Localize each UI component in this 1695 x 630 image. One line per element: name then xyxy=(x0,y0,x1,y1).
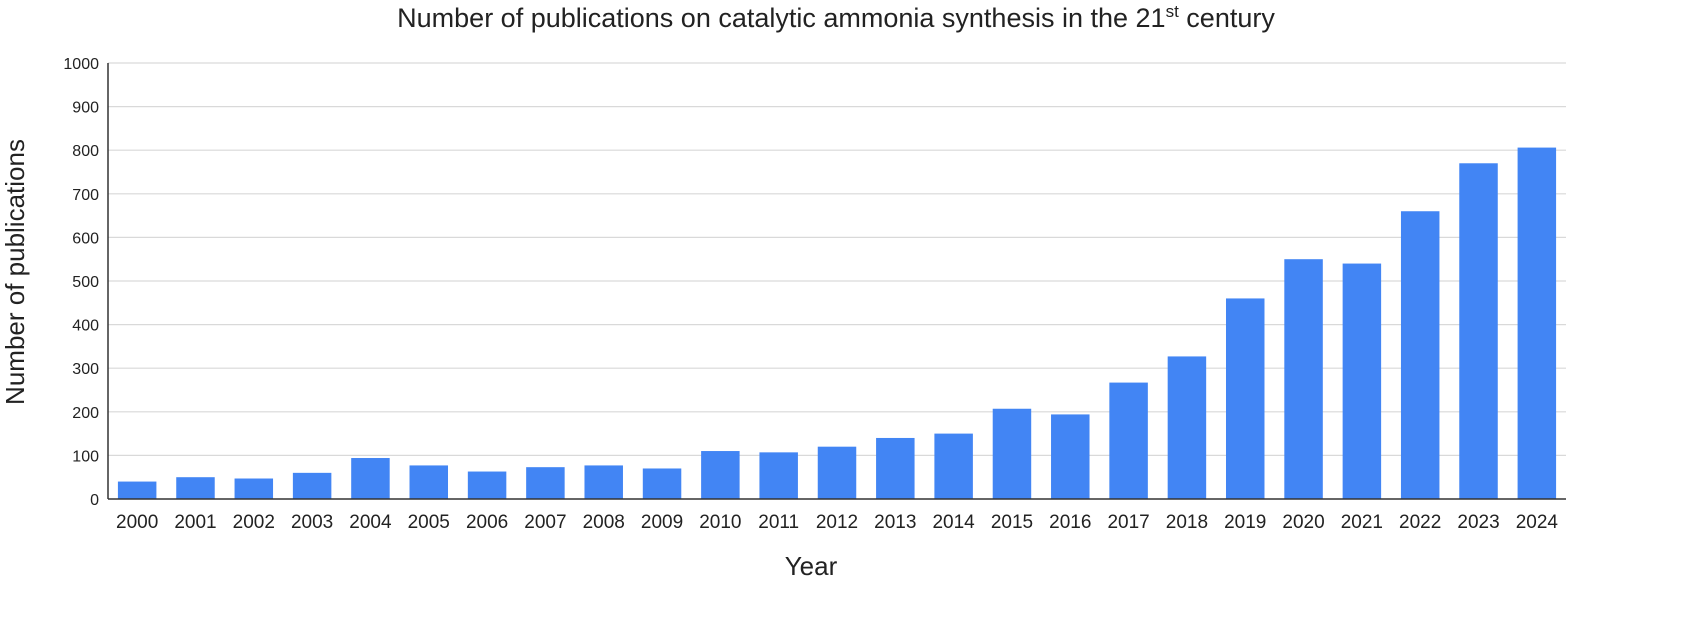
x-tick-label-2017: 2017 xyxy=(1107,512,1149,533)
y-tick-label-0: 0 xyxy=(90,492,99,509)
x-tick-label-2000: 2000 xyxy=(116,512,158,533)
x-tick-label-2021: 2021 xyxy=(1341,512,1383,533)
y-tick-label-100: 100 xyxy=(72,448,99,465)
bar-2011 xyxy=(759,452,798,499)
x-tick-label-2022: 2022 xyxy=(1399,512,1441,533)
x-tick-label-2004: 2004 xyxy=(349,512,392,533)
bar-2008 xyxy=(584,465,623,499)
bars xyxy=(117,147,1557,500)
bar-2001 xyxy=(176,477,215,499)
x-tick-label-2002: 2002 xyxy=(233,512,275,533)
x-tick-label-2020: 2020 xyxy=(1282,512,1324,533)
x-tick-label-2003: 2003 xyxy=(291,512,333,533)
bar-2005 xyxy=(409,465,449,499)
y-tick-label-500: 500 xyxy=(72,274,99,291)
x-tick-label-2005: 2005 xyxy=(408,512,450,533)
y-tick-label-1000: 1000 xyxy=(63,56,99,73)
x-tick-labels: 2000 2001 2002 2003 2004 2005 2006 2007 2008 2009… xyxy=(116,512,1558,533)
x-tick-label-2013: 2013 xyxy=(874,512,916,533)
x-tick-label-2015: 2015 xyxy=(991,512,1033,533)
x-axis-title: Year xyxy=(785,551,838,581)
x-tick-label-2018: 2018 xyxy=(1166,512,1208,533)
x-tick-label-2011: 2011 xyxy=(758,512,799,533)
y-tick-label-700: 700 xyxy=(72,187,99,204)
bar-2023 xyxy=(1459,163,1498,499)
bar-2021 xyxy=(1342,263,1382,499)
chart-title-superscript: st xyxy=(1166,2,1180,21)
chart-title-main: Number of publications on catalytic ammo… xyxy=(397,3,1165,33)
bar-2022 xyxy=(1400,211,1440,500)
y-tick-label-400: 400 xyxy=(72,318,99,335)
y-tick-label-200: 200 xyxy=(72,405,99,422)
x-tick-label-2019: 2019 xyxy=(1224,512,1266,533)
y-tick-label-300: 300 xyxy=(72,361,99,378)
bar-2012 xyxy=(817,446,857,499)
x-tick-label-2014: 2014 xyxy=(932,512,975,533)
x-tick-label-2007: 2007 xyxy=(524,512,566,533)
bar-2018 xyxy=(1167,356,1207,499)
bar-2017 xyxy=(1109,382,1148,499)
x-tick-label-2010: 2010 xyxy=(699,512,741,533)
bar-2003 xyxy=(292,472,332,499)
chart-title: Number of publications on catalytic ammo… xyxy=(397,2,1275,33)
bar-2010 xyxy=(701,451,740,499)
bar-2007 xyxy=(526,467,565,499)
bar-2000 xyxy=(117,481,157,499)
x-tick-label-2001: 2001 xyxy=(174,512,216,533)
x-tick-label-2024: 2024 xyxy=(1516,512,1559,533)
axes xyxy=(107,63,1566,500)
x-tick-label-2012: 2012 xyxy=(816,512,858,533)
y-tick-label-900: 900 xyxy=(72,100,99,117)
bar-2013 xyxy=(876,437,915,499)
y-tick-label-800: 800 xyxy=(72,143,99,160)
y-axis-title: Number of publications xyxy=(0,139,30,405)
x-tick-label-2023: 2023 xyxy=(1457,512,1499,533)
bar-2004 xyxy=(351,458,390,499)
y-tick-label-600: 600 xyxy=(72,230,99,247)
bar-2016 xyxy=(1051,414,1090,499)
gridlines xyxy=(108,62,1566,456)
x-tick-label-2006: 2006 xyxy=(466,512,508,533)
bar-2019 xyxy=(1225,298,1265,499)
x-tick-label-2008: 2008 xyxy=(583,512,625,533)
bar-2009 xyxy=(642,468,682,499)
bar-2006 xyxy=(467,471,507,499)
bar-2020 xyxy=(1284,259,1323,499)
bar-2014 xyxy=(934,433,973,499)
bar-2002 xyxy=(234,478,274,499)
y-tick-labels: 0 100 200 300 400 500 600 700 800 900 1000 xyxy=(63,56,99,509)
bar-2015 xyxy=(992,408,1032,499)
chart-title-suffix: century xyxy=(1179,3,1276,33)
x-tick-label-2009: 2009 xyxy=(641,512,683,533)
bar-2024 xyxy=(1517,147,1557,500)
x-tick-label-2016: 2016 xyxy=(1049,512,1091,533)
